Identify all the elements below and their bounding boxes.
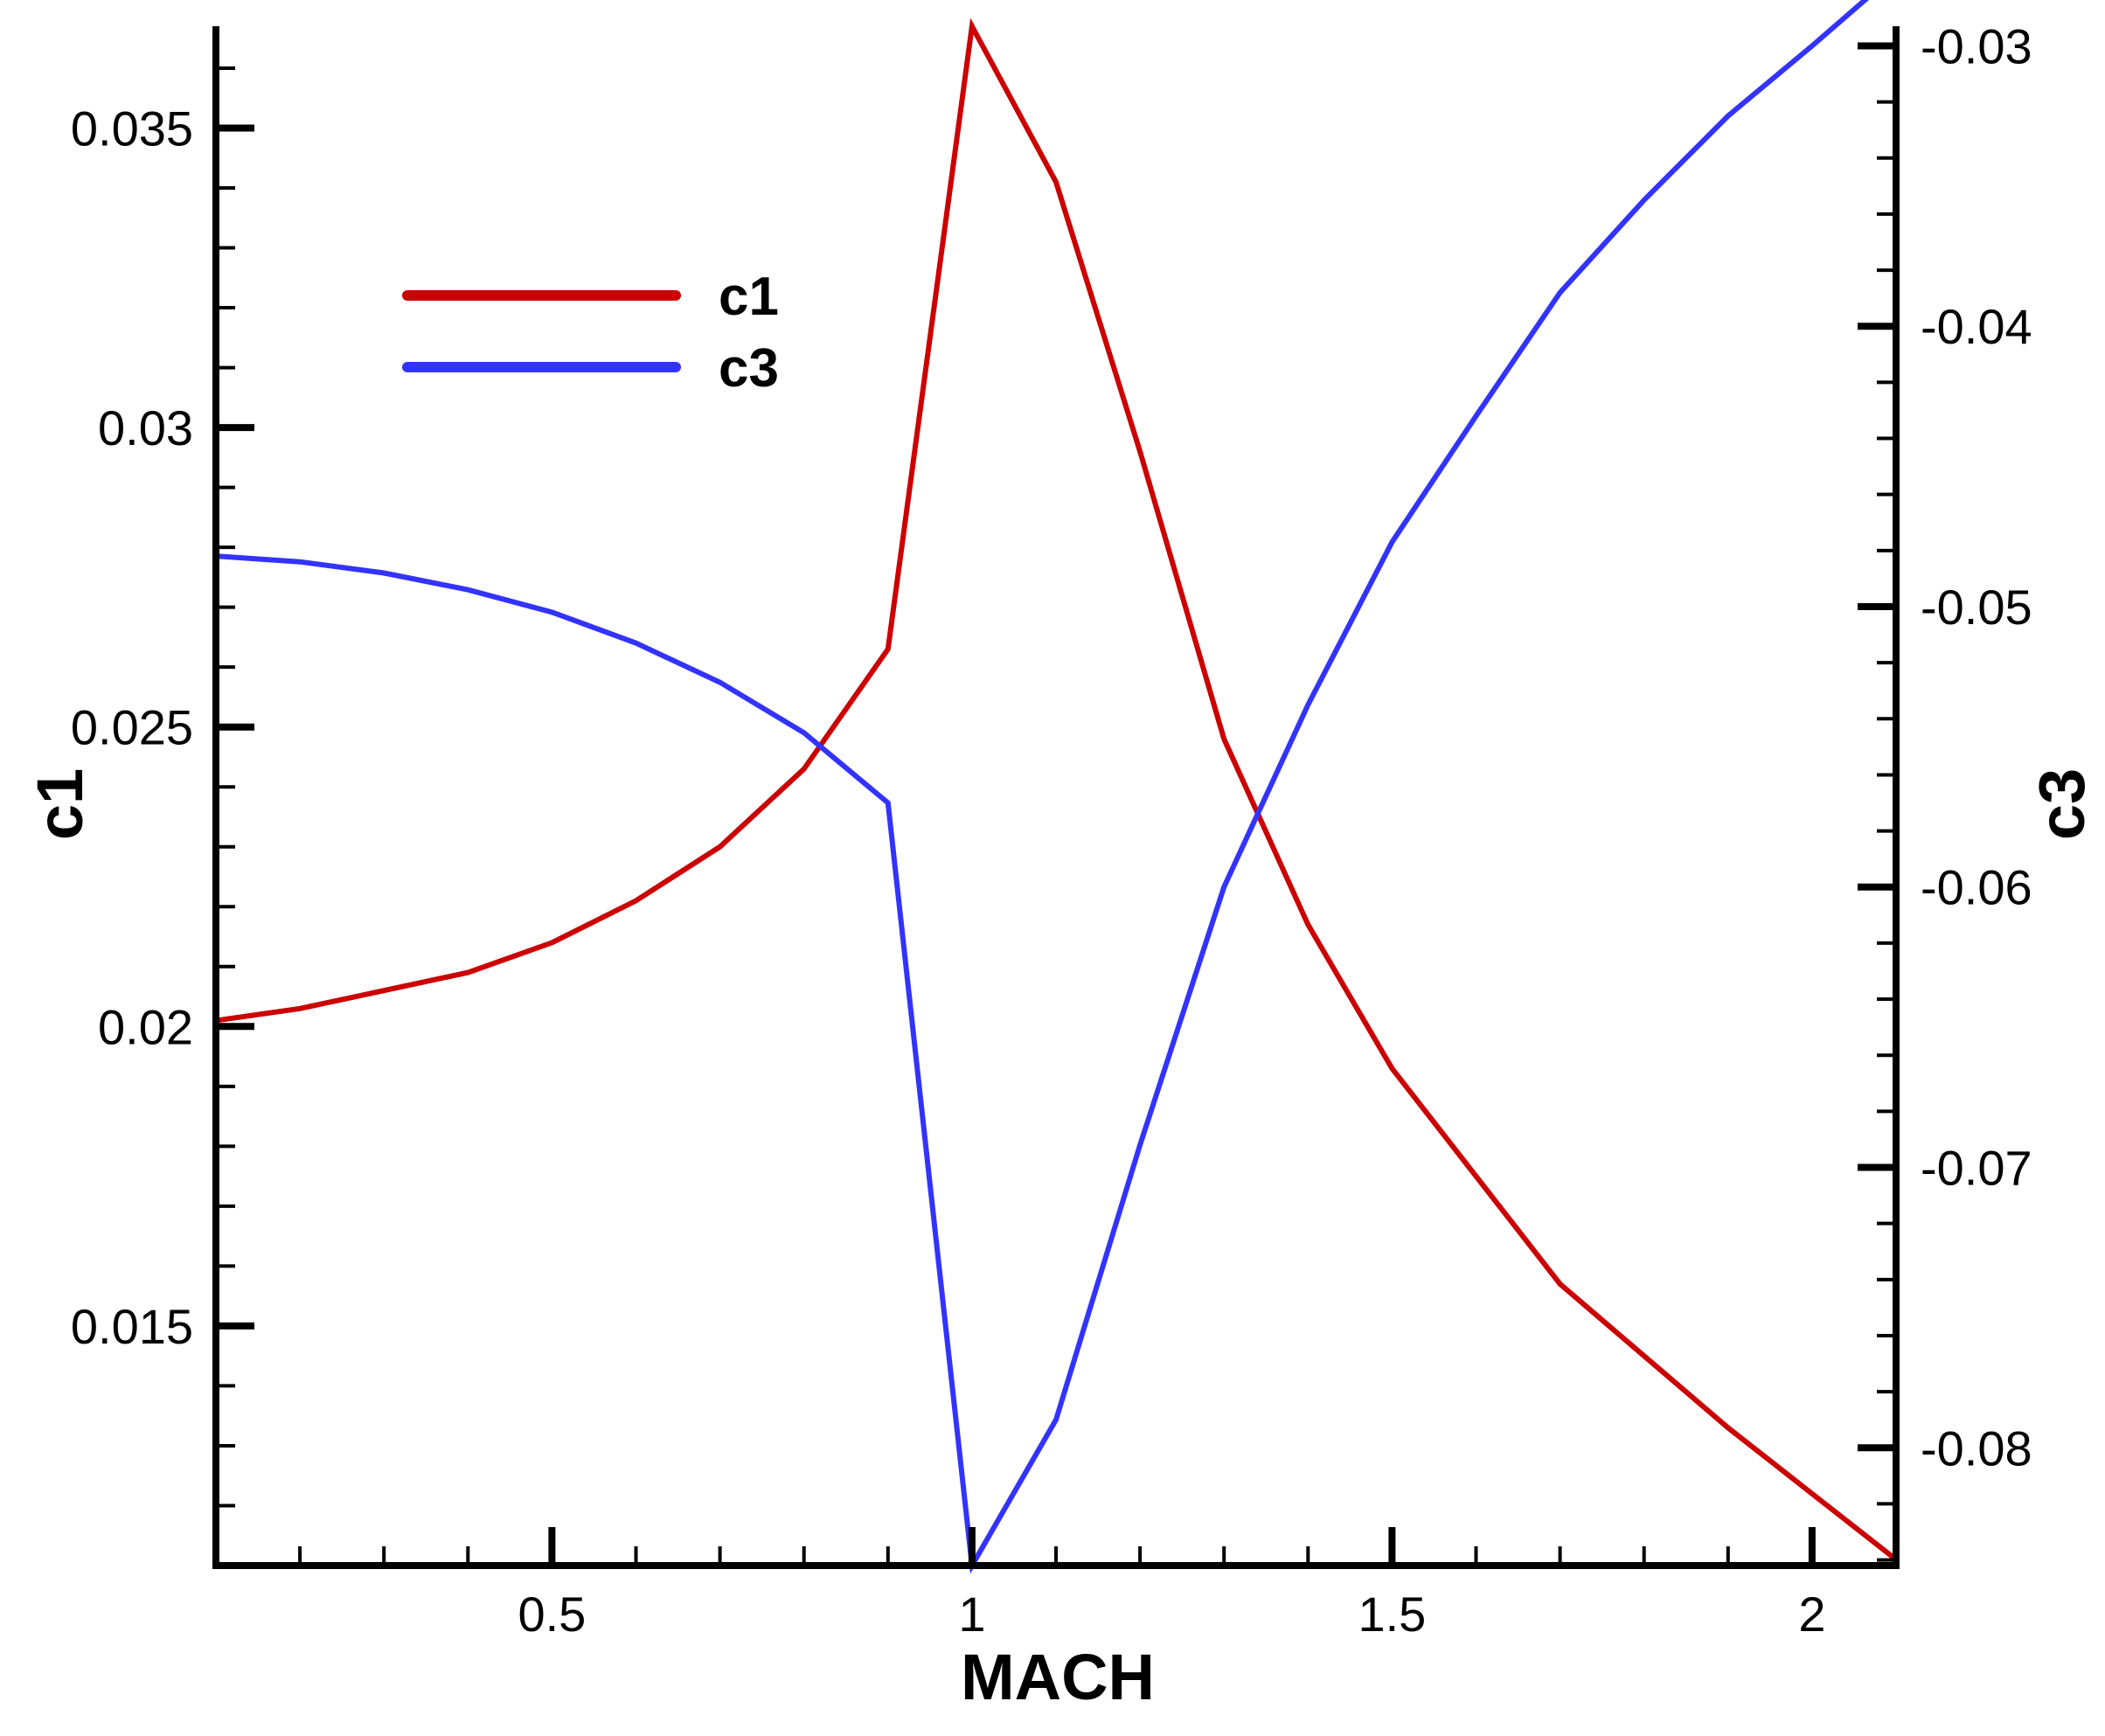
legend-label-c3: c3 — [719, 338, 779, 399]
plot-lines — [215, 0, 1898, 1574]
x-tick-label: 0.5 — [518, 1587, 586, 1642]
legend: c1 c3 — [402, 267, 779, 399]
axes — [212, 26, 1900, 1569]
ticks: 0.5 1 1.5 2 0.015 0.02 0.025 0.03 0.035 -0.08 -0.0… — [71, 18, 2032, 1642]
y2-tick-label: -0.03 — [1921, 18, 2032, 73]
y2-axis-title: c3 — [2025, 768, 2098, 840]
y-tick-label: 0.03 — [98, 400, 193, 455]
y2-tick-label: -0.06 — [1921, 860, 2032, 915]
series-line-c1 — [215, 17, 1898, 1562]
y2-tick-label: -0.05 — [1921, 580, 2032, 635]
x-tick-label: 1 — [958, 1587, 985, 1642]
y2-tick-label: -0.07 — [1921, 1141, 2032, 1196]
y-tick-label: 0.02 — [98, 999, 193, 1054]
y-tick-label: 0.035 — [71, 101, 193, 156]
y2-tick-label: -0.04 — [1921, 299, 2032, 354]
legend-label-c1: c1 — [719, 267, 779, 327]
y-axis-title: c1 — [24, 768, 96, 840]
y-tick-label: 0.025 — [71, 700, 193, 755]
x-axis-title: MACH — [961, 1641, 1155, 1713]
series-line-c3 — [215, 0, 1869, 1574]
y-tick-label: 0.015 — [71, 1299, 193, 1354]
x-tick-label: 1.5 — [1358, 1587, 1426, 1642]
x-tick-label: 2 — [1798, 1587, 1825, 1642]
y2-tick-label: -0.08 — [1921, 1420, 2032, 1476]
